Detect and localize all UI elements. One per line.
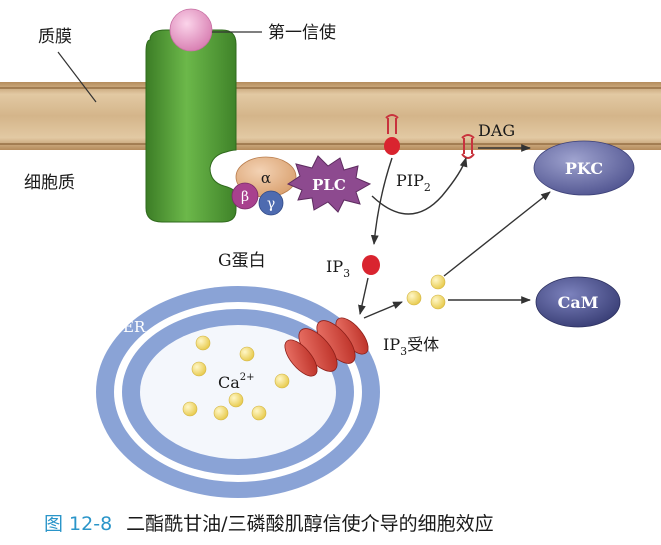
- g-beta-subunit: [231, 182, 259, 210]
- released-calcium-ions: [406, 274, 446, 310]
- first-messenger-label: 第一信使: [268, 22, 336, 43]
- g-alpha-label: α: [261, 169, 271, 187]
- pkc-label: PKC: [565, 159, 603, 178]
- calcium-ion: [406, 290, 422, 306]
- ip3-molecule: [362, 255, 380, 275]
- ca-label: Ca2+: [218, 372, 255, 392]
- ip3-label: IP3: [326, 257, 350, 280]
- plc-to-dag-arrow: [371, 157, 468, 215]
- pkc-enzyme: [533, 140, 635, 196]
- receptor-to-calcium-arrow: [363, 301, 403, 319]
- plc-enzyme: [286, 155, 372, 213]
- membrane-label: 质膜: [38, 27, 72, 47]
- dag-label: DAG: [478, 121, 515, 140]
- calcium-ion: [239, 346, 255, 362]
- ip3-receptor-channel: [284, 317, 369, 377]
- calcium-ion: [274, 373, 290, 389]
- ip3-to-receptor-arrow: [358, 277, 369, 315]
- dag-molecule: [461, 134, 475, 159]
- figure-caption: 图 12-8 二酯酰甘油/三磷酸肌醇信使介导的细胞效应: [44, 509, 644, 539]
- g-beta-label: β: [241, 189, 249, 205]
- plc-label: PLC: [312, 176, 346, 194]
- calcium-ion: [430, 274, 446, 290]
- receptor-protein: [145, 29, 237, 223]
- plasma-membrane: [0, 82, 661, 150]
- cam-label: CaM: [558, 293, 599, 312]
- membrane-leader-line: [57, 51, 97, 103]
- calcium-ion: [182, 401, 198, 417]
- er-label: ER: [123, 318, 146, 336]
- calcium-ion: [191, 361, 207, 377]
- calcium-ion: [195, 335, 211, 351]
- figure-number: 图 12-8: [44, 513, 113, 535]
- calcium-ion: [251, 405, 267, 421]
- g-gamma-label: γ: [267, 196, 275, 212]
- calmodulin: [535, 276, 621, 328]
- figure-caption-text: 二酯酰甘油/三磷酸肌醇信使介导的细胞效应: [126, 513, 494, 535]
- ip3-receptor-label: IP3受体: [383, 335, 439, 358]
- calcium-ion: [228, 392, 244, 408]
- g-protein-label: G蛋白: [218, 251, 266, 271]
- calcium-to-pkc-arrow: [443, 191, 551, 277]
- calcium-ion: [430, 294, 446, 310]
- first-messenger-ligand: [169, 8, 213, 52]
- pip2-to-ip3-arrow: [370, 157, 393, 245]
- pip2-molecule: [384, 114, 400, 155]
- calcium-ion: [213, 405, 229, 421]
- cytoplasm-label: 细胞质: [24, 173, 75, 193]
- g-protein-complex: α β γ: [231, 156, 297, 216]
- g-gamma-subunit: [258, 190, 284, 216]
- er-calcium-ions: [182, 335, 290, 421]
- pip2-label: PIP2: [396, 171, 431, 194]
